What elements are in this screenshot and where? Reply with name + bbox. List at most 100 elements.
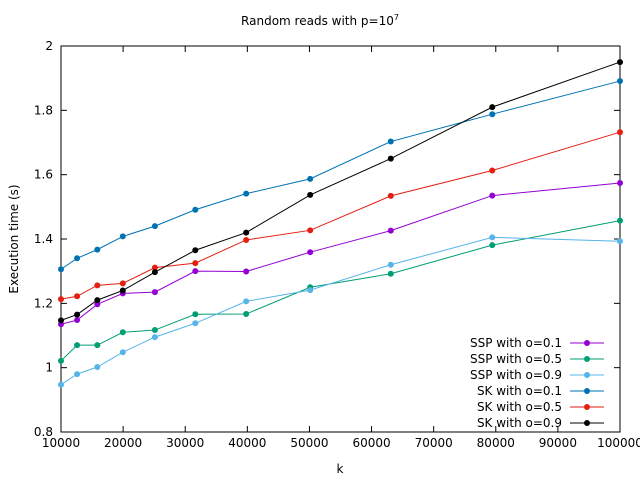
y-tick-label: 1.6 [34,168,53,182]
data-point-ssp-with-o-0-5 [387,270,394,277]
x-tick-label: 100000 [597,436,640,450]
data-point-sk-with-o-0-9 [387,155,394,162]
data-point-ssp-with-o-0-9 [192,320,199,327]
data-point-ssp-with-o-0-9 [243,298,250,305]
data-point-sk-with-o-0-9 [489,104,496,111]
data-point-sk-with-o-0-1 [243,190,250,197]
data-point-ssp-with-o-0-5 [617,217,623,224]
data-point-ssp-with-o-0-1 [151,289,158,296]
data-point-ssp-with-o-0-9 [58,381,64,388]
data-point-ssp-with-o-0-9 [94,364,101,371]
y-tick-label: 1.2 [34,296,53,310]
data-point-sk-with-o-0-9 [151,269,158,276]
data-point-sk-with-o-0-9 [192,247,199,254]
data-point-ssp-with-o-0-1 [243,268,250,275]
data-point-sk-with-o-0-9 [58,317,64,324]
data-point-ssp-with-o-0-5 [489,242,496,249]
legend-label: SK with o=0.9 [477,416,562,430]
data-point-sk-with-o-0-1 [307,175,314,182]
data-point-ssp-with-o-0-1 [94,301,101,308]
data-point-sk-with-o-0-1 [192,206,199,213]
data-point-ssp-with-o-0-5 [243,310,250,317]
data-point-ssp-with-o-0-5 [119,329,126,336]
data-point-ssp-with-o-0-1 [617,180,623,187]
legend-marker [584,340,590,346]
data-point-sk-with-o-0-9 [94,297,101,304]
data-point-sk-with-o-0-9 [617,59,623,66]
legend-label: SK with o=0.1 [477,384,562,398]
data-point-sk-with-o-0-5 [243,236,250,243]
data-point-sk-with-o-0-5 [192,260,199,267]
data-point-ssp-with-o-0-9 [387,261,394,268]
data-point-sk-with-o-0-9 [307,191,314,198]
y-tick-label: 1 [45,361,53,375]
data-point-ssp-with-o-0-9 [151,334,158,341]
data-point-ssp-with-o-0-1 [74,317,81,324]
data-point-sk-with-o-0-1 [617,78,623,85]
chart-title: Random reads with p=107 [241,13,399,28]
x-axis: 10000 20000 30000 40000 50000 60000 70000 80000… [42,46,640,450]
x-tick-label: 20000 [104,436,142,450]
data-point-sk-with-o-0-5 [74,293,81,300]
data-point-sk-with-o-0-5 [307,227,314,234]
x-axis-label: k [337,462,344,476]
data-point-ssp-with-o-0-1 [307,249,314,256]
legend-label: SK with o=0.5 [477,400,562,414]
data-point-sk-with-o-0-9 [74,311,81,318]
data-point-ssp-with-o-0-9 [307,287,314,294]
x-tick-label: 50000 [290,436,328,450]
y-tick-label: 2 [45,39,53,53]
legend-label: SSP with o=0.9 [470,368,562,382]
data-point-sk-with-o-0-9 [243,229,250,236]
data-point-ssp-with-o-0-9 [119,349,126,356]
data-point-sk-with-o-0-1 [119,233,126,240]
data-point-sk-with-o-0-5 [119,280,126,287]
data-point-sk-with-o-0-1 [489,111,496,118]
series-line-sk-with-o-0-5 [60,131,621,300]
data-point-ssp-with-o-0-1 [192,268,199,275]
x-tick-label: 60000 [352,436,390,450]
data-point-sk-with-o-0-5 [489,167,496,174]
data-point-ssp-with-o-0-5 [192,311,199,318]
y-tick-label: 1.8 [34,103,53,117]
legend-marker [584,356,590,362]
data-point-ssp-with-o-0-5 [58,357,64,364]
data-point-sk-with-o-0-5 [151,264,158,271]
data-point-sk-with-o-0-1 [94,246,101,253]
legend-marker [584,372,590,378]
data-point-sk-with-o-0-1 [151,223,158,230]
legend: SSP with o=0.1 SSP with o=0.5 SSP with o=0… [470,336,604,430]
data-point-sk-with-o-0-1 [74,255,81,262]
data-point-sk-with-o-0-1 [58,266,64,273]
data-point-ssp-with-o-0-1 [387,227,394,234]
y-tick-label: 0.8 [34,425,53,439]
series-line-sk-with-o-0-1 [60,80,621,270]
legend-marker [584,420,590,426]
data-point-sk-with-o-0-9 [119,287,126,294]
data-point-sk-with-o-0-5 [94,282,101,289]
legend-label: SSP with o=0.1 [470,336,562,350]
y-axis: 0.8 1 1.2 1.4 1.6 1.8 2 [34,39,620,439]
data-point-ssp-with-o-0-5 [151,327,158,334]
x-tick-label: 70000 [415,436,453,450]
y-tick-label: 1.4 [34,232,53,246]
data-point-ssp-with-o-0-9 [617,238,623,245]
data-point-sk-with-o-0-5 [617,129,623,136]
data-point-ssp-with-o-0-5 [74,342,81,349]
y-axis-label: Execution time (s) [7,184,21,293]
data-point-sk-with-o-0-1 [387,138,394,145]
x-tick-label: 10000 [42,436,80,450]
data-point-ssp-with-o-0-1 [489,192,496,199]
x-tick-label: 40000 [228,436,266,450]
data-point-ssp-with-o-0-9 [74,371,81,378]
data-point-ssp-with-o-0-5 [94,342,101,349]
legend-marker [584,404,590,410]
data-point-ssp-with-o-0-9 [489,234,496,241]
x-tick-label: 90000 [539,436,577,450]
x-tick-label: 80000 [477,436,515,450]
legend-marker [584,388,590,394]
data-point-sk-with-o-0-5 [58,296,64,303]
legend-label: SSP with o=0.5 [470,352,562,366]
data-point-sk-with-o-0-5 [387,192,394,199]
